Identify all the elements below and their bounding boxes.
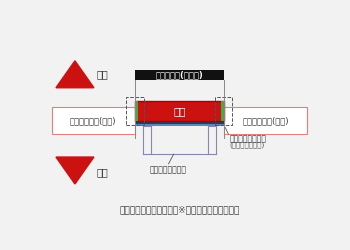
Text: 目地: 目地 [173,106,186,116]
Text: プライマー(接着剤): プライマー(接着剤) [155,70,203,80]
Bar [135,122,224,124]
Bar [135,70,224,80]
Text: 目地部の一般的な構造　※上から見たイメージ図: 目地部の一般的な構造 ※上から見たイメージ図 [119,206,239,215]
Bar [135,124,224,126]
Polygon shape [56,61,94,88]
Text: ハットジョイナー: ハットジョイナー [150,166,187,175]
Bar [224,107,307,134]
Text: 内側: 内側 [96,168,108,177]
Polygon shape [56,157,94,184]
Text: サイディング(外壁): サイディング(外壁) [70,116,117,125]
Text: 外側: 外側 [96,69,108,79]
Bar [135,101,224,121]
Bar [220,101,224,121]
Text: (バックアップ材): (バックアップ材) [230,142,265,148]
Bar [215,97,232,125]
Bar [135,101,138,121]
Bar [52,107,135,134]
Text: サイディング(外壁): サイディング(外壁) [242,116,289,125]
Text: ボンドブレーカー: ボンドブレーカー [230,134,267,143]
Bar [126,97,144,125]
